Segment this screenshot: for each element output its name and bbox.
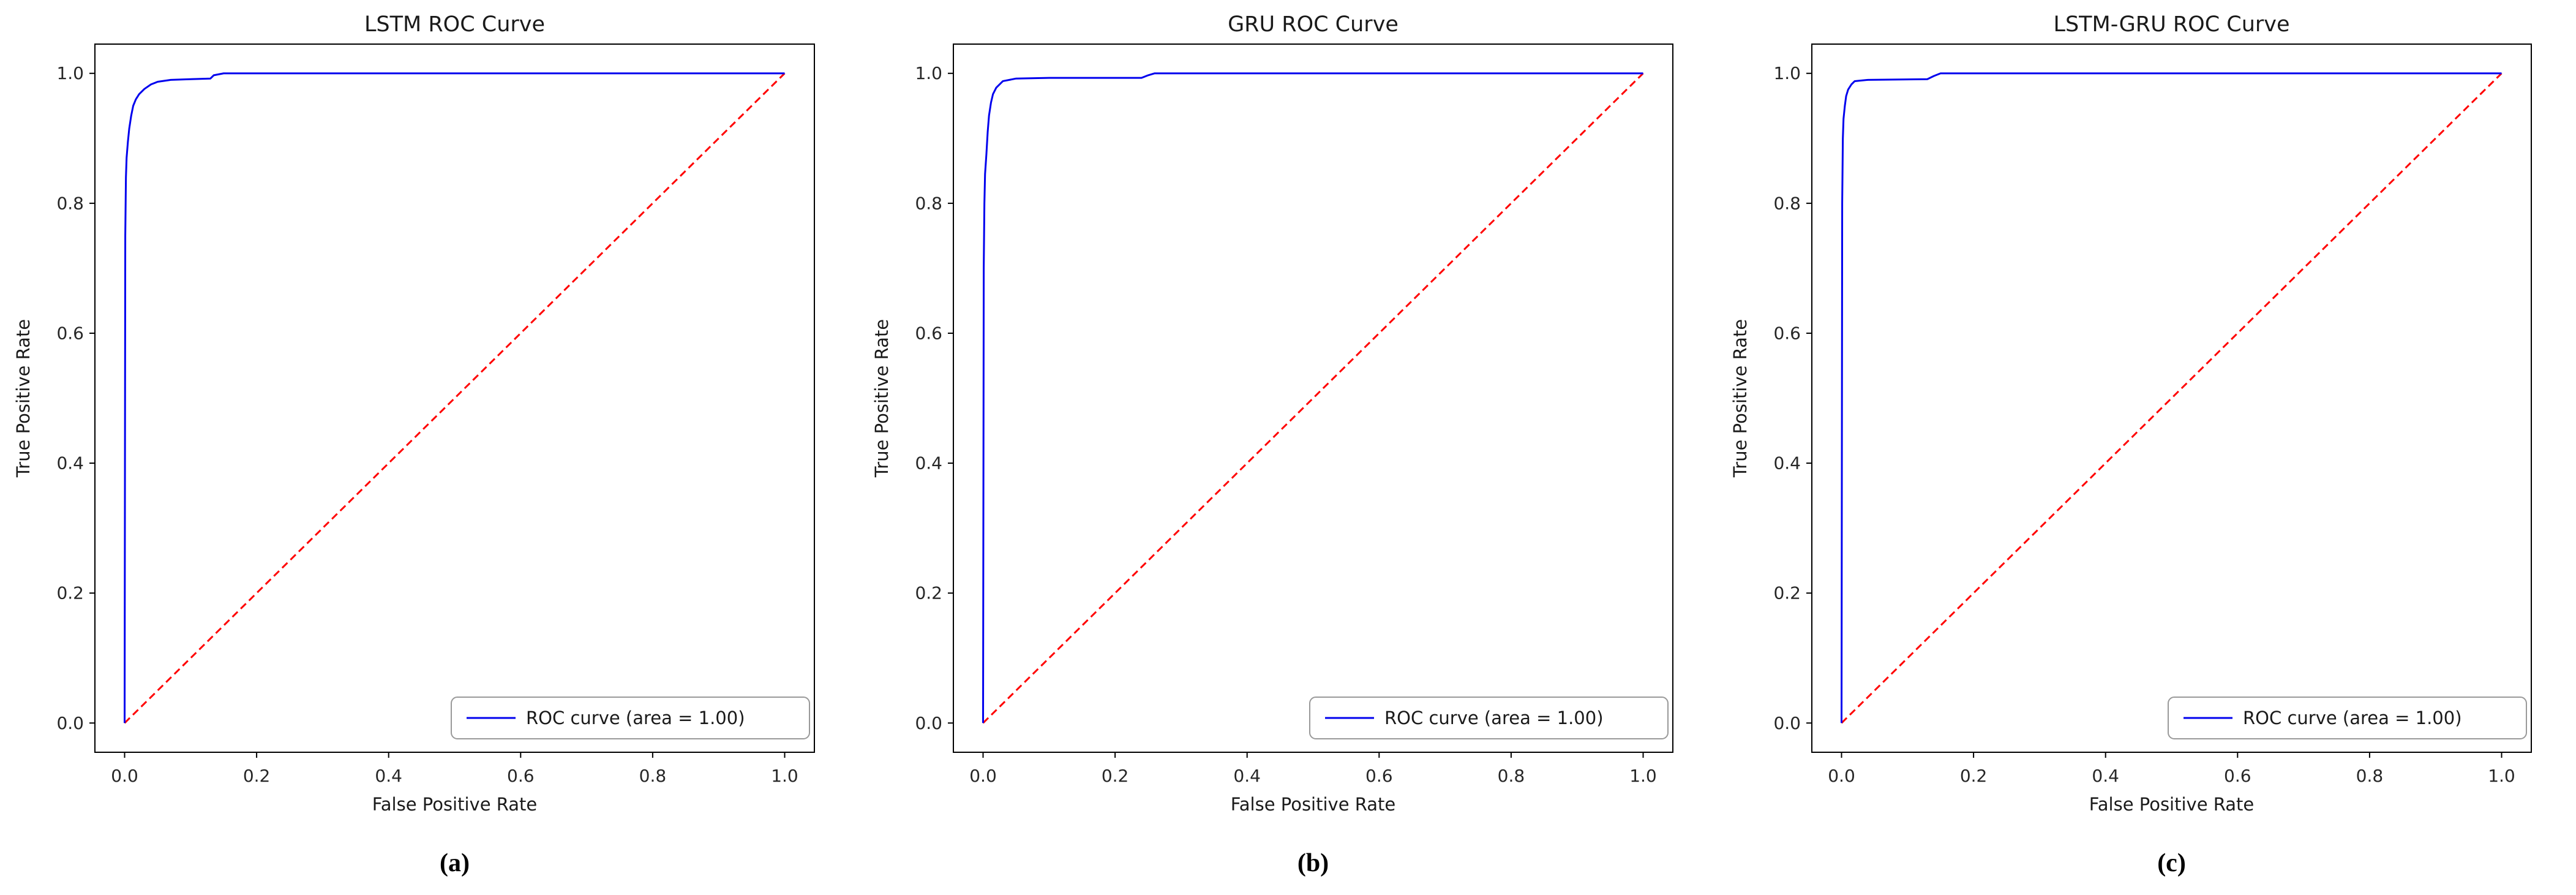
chart-title: GRU ROC Curve — [1228, 12, 1399, 37]
x-tick-label: 0.0 — [111, 766, 138, 786]
x-axis-label: False Positive Rate — [372, 794, 538, 815]
legend-label: ROC curve (area = 1.00) — [1384, 708, 1604, 728]
y-tick-label: 0.2 — [915, 583, 942, 603]
y-tick-label: 0.4 — [915, 453, 942, 474]
roc-chart-svg-lstm-gru: 0.0 0.2 0.4 0.6 0.8 1.0 0.0 0.2 0.4 0.6 0.8 1.0 Fals… — [1730, 43, 2532, 815]
roc-curve-line — [982, 72, 1643, 723]
roc-panel-lstm: 0.0 0.2 0.4 0.6 0.8 1.0 0.0 0.2 0.4 0.6 0.8 1.0 Fals… — [0, 0, 858, 895]
panel-caption: (b) — [1297, 849, 1329, 877]
y-tick-label: 0.6 — [915, 323, 942, 343]
y-tick-label: 0.8 — [915, 193, 942, 213]
x-tick-label: 1.0 — [771, 766, 798, 786]
x-axis-label: False Positive Rate — [2089, 794, 2255, 815]
y-tick-label: 0.6 — [1773, 323, 1801, 343]
x-tick-label: 0.4 — [375, 766, 402, 786]
y-tick-label: 0.0 — [1773, 713, 1801, 733]
x-tick-label: 0.6 — [507, 766, 535, 786]
y-tick-label: 0.6 — [56, 323, 84, 343]
legend-box — [1309, 697, 1669, 739]
chart-title: LSTM-GRU ROC Curve — [2053, 12, 2290, 37]
y-tick-label: 1.0 — [56, 63, 84, 83]
axes-spines — [953, 43, 1673, 753]
x-tick-label: 0.8 — [1498, 766, 1525, 786]
roc-curve-line — [1841, 72, 2502, 723]
legend-box — [451, 697, 810, 739]
x-tick-label: 1.0 — [1629, 766, 1657, 786]
x-axis-label: False Positive Rate — [1231, 794, 1396, 815]
legend-box — [2168, 697, 2527, 739]
y-tick-label: 0.0 — [56, 713, 84, 733]
x-tick-label: 0.2 — [1102, 766, 1129, 786]
panel-caption: (c) — [2157, 849, 2186, 877]
y-tick-label: 0.8 — [56, 193, 84, 213]
roc-chart-svg-lstm: 0.0 0.2 0.4 0.6 0.8 1.0 0.0 0.2 0.4 0.6 0.8 1.0 Fals… — [13, 43, 815, 815]
x-tick-label: 0.2 — [1960, 766, 1988, 786]
roc-panel-gru: 0.0 0.2 0.4 0.6 0.8 1.0 0.0 0.2 0.4 0.6 0.8 1.0 Fals… — [858, 0, 1717, 895]
x-tick-label: 1.0 — [2488, 766, 2515, 786]
y-tick-label: 0.2 — [1773, 583, 1801, 603]
x-tick-label: 0.0 — [1828, 766, 1855, 786]
y-tick-label: 1.0 — [915, 63, 942, 83]
y-tick-label: 0.2 — [56, 583, 84, 603]
y-tick-label: 0.4 — [1773, 453, 1801, 474]
chance-diagonal-line — [124, 72, 786, 724]
y-axis-label: True Positive Rate — [1730, 319, 1751, 478]
x-tick-label: 0.0 — [969, 766, 997, 786]
y-tick-label: 0.8 — [1773, 193, 1801, 213]
legend-label: ROC curve (area = 1.00) — [2243, 708, 2462, 728]
roc-panel-lstm-gru: 0.0 0.2 0.4 0.6 0.8 1.0 0.0 0.2 0.4 0.6 0.8 1.0 Fals… — [1717, 0, 2575, 895]
x-tick-label: 0.8 — [639, 766, 667, 786]
x-tick-label: 0.6 — [1365, 766, 1393, 786]
x-tick-label: 0.6 — [2224, 766, 2251, 786]
chart-title: LSTM ROC Curve — [364, 12, 546, 37]
panel-caption: (a) — [440, 849, 470, 877]
y-tick-label: 1.0 — [1773, 63, 1801, 83]
axes-spines — [1811, 43, 2532, 753]
y-tick-label: 0.4 — [56, 453, 84, 474]
roc-curve-line — [124, 72, 785, 723]
y-axis-label: True Positive Rate — [13, 319, 34, 478]
y-tick-label: 0.0 — [915, 713, 942, 733]
x-tick-label: 0.4 — [1233, 766, 1261, 786]
x-tick-label: 0.8 — [2356, 766, 2384, 786]
axes-spines — [94, 43, 815, 753]
y-axis-label: True Positive Rate — [871, 319, 892, 478]
chance-diagonal-line — [1841, 72, 2503, 724]
legend-label: ROC curve (area = 1.00) — [526, 708, 745, 728]
x-tick-label: 0.4 — [2092, 766, 2119, 786]
chance-diagonal-line — [982, 72, 1644, 724]
roc-chart-svg-gru: 0.0 0.2 0.4 0.6 0.8 1.0 0.0 0.2 0.4 0.6 0.8 1.0 Fals… — [871, 43, 1673, 815]
x-tick-label: 0.2 — [243, 766, 271, 786]
